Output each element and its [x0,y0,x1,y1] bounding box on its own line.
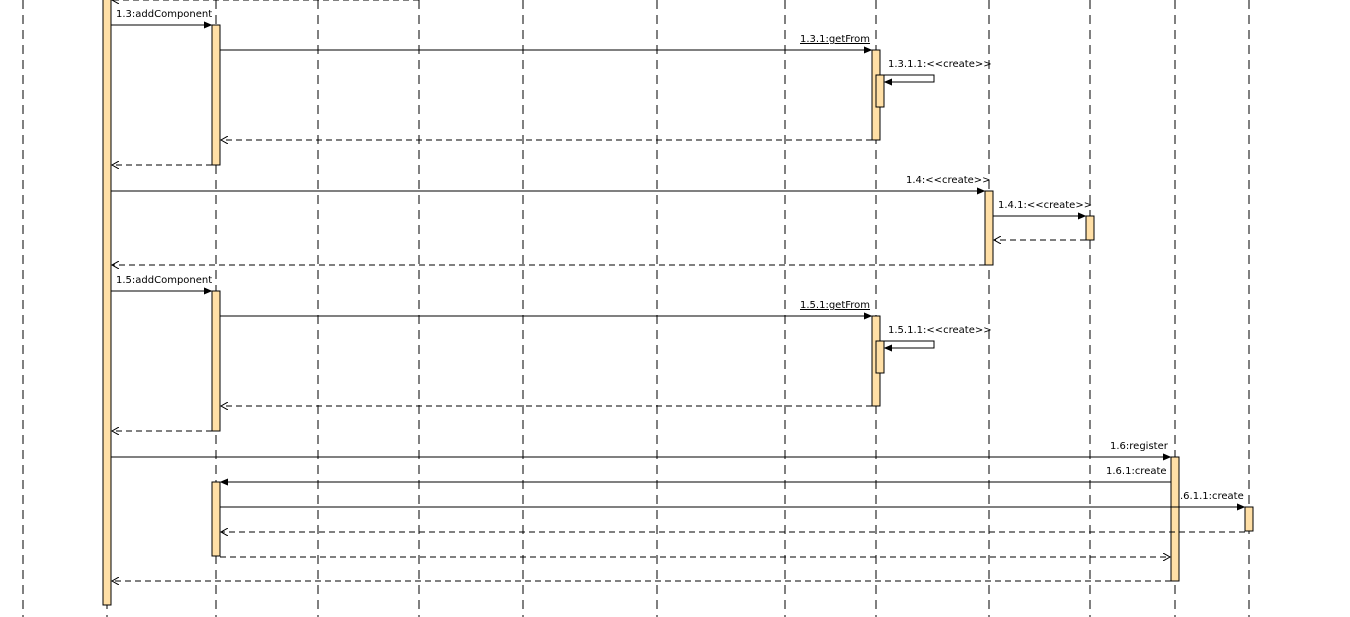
messages: 1.3:addComponent 1.3.1:getFrom 1.3.1.1:<… [111,0,1245,581]
message-label: 1.4.1:<<create>> [998,200,1092,211]
self-message-arrow [880,74,935,82]
activation-bar [1244,506,1254,532]
activation-bar [984,190,994,266]
message-label: 1.5:addComponent [116,275,212,286]
message-label: 1.6:register [1110,441,1169,452]
message-label: 1.3:addComponent [116,9,212,20]
lifelines [22,0,1250,617]
activation-bar [211,290,221,432]
activation-bar [875,340,885,374]
activation-bar [1085,215,1095,241]
activation-bar [211,24,221,166]
message-label: 1.5.1.1:<<create>> [888,325,992,336]
activation-bar [1170,456,1180,582]
message-label: 1.3.1.1:<<create>> [888,59,992,70]
message-label: .6.1.1:create [1180,491,1244,502]
self-message-arrow [880,340,935,348]
message-label: 1.5.1:getFrom [800,300,870,311]
message-label: 1.4:<<create>> [906,175,991,186]
message-label: 1.6.1:create [1106,466,1167,477]
activation-bar [102,0,112,606]
activation-bar [211,481,221,557]
activation-bar [875,74,885,108]
message-label: 1.3.1:getFrom [800,34,870,45]
activation-bars [102,0,1254,606]
